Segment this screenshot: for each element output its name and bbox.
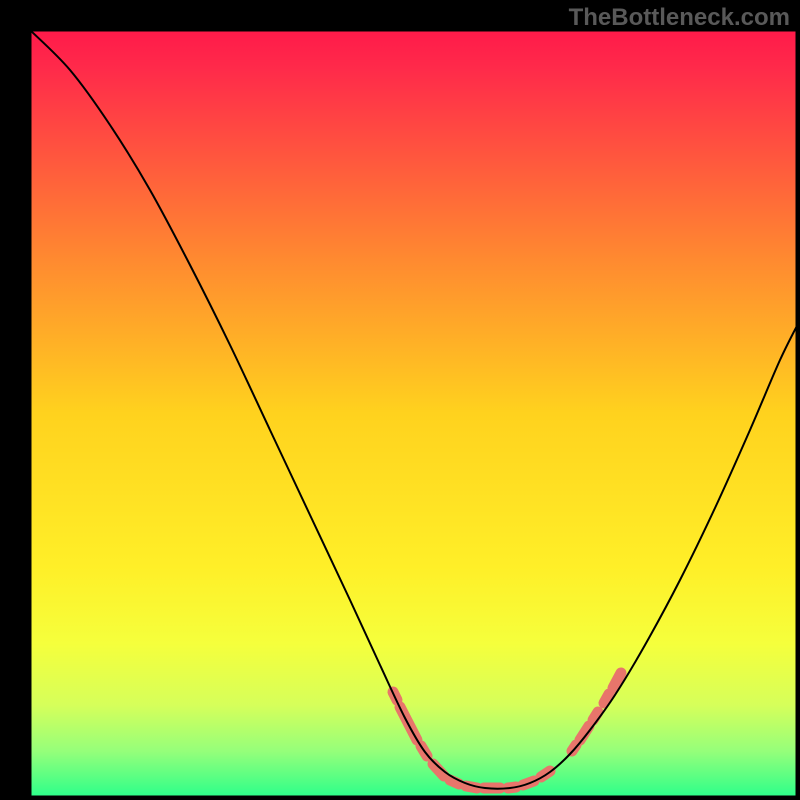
plot-area — [30, 30, 797, 797]
chart-container: TheBottleneck.com — [0, 0, 800, 800]
highlight-segment — [604, 694, 609, 703]
watermark-text: TheBottleneck.com — [569, 4, 790, 32]
chart-svg — [0, 0, 800, 800]
